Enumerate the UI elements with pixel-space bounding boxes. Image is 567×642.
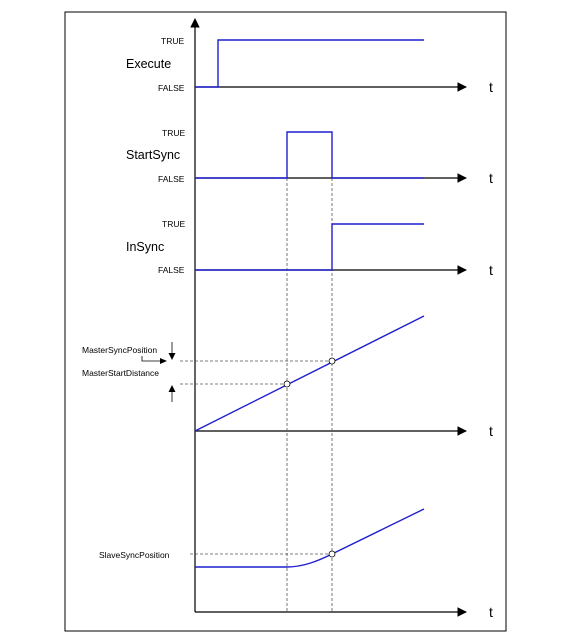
master-sync-point [328,357,336,365]
insync-true-label: TRUE [162,219,185,229]
slave-sync-position-label: SlaveSyncPosition [99,550,170,560]
insync-false-label: FALSE [158,265,185,275]
diagram-frame [64,11,507,632]
execute-trace [195,39,424,88]
start-distance-top-arrowhead [168,353,176,360]
time-label-3: t [489,262,493,278]
time-label-5: t [489,604,493,620]
execute-true-label: TRUE [161,36,184,46]
insync-name: InSync [126,240,164,254]
master-start-point [283,380,291,388]
execute-name: Execute [126,57,171,71]
startsync-false-label: FALSE [158,174,185,184]
insync-trace [195,223,424,271]
master-sync-leader-arrowhead [160,358,167,364]
time-label-2: t [489,170,493,186]
startsync-name: StartSync [126,148,180,162]
master-sync-position-label: MasterSyncPosition [82,345,157,355]
start-distance-bottom-arrowhead [168,385,176,392]
startsync-true-label: TRUE [162,128,185,138]
time-label-4: t [489,423,493,439]
time-label-1: t [489,79,493,95]
slave-sync-point [328,550,336,558]
startsync-trace [195,131,424,179]
execute-false-label: FALSE [158,83,185,93]
master-sync-leader [141,356,160,362]
slave-position-trace [195,508,425,568]
master-start-distance-label: MasterStartDistance [82,368,159,378]
master-position-trace [194,315,425,432]
